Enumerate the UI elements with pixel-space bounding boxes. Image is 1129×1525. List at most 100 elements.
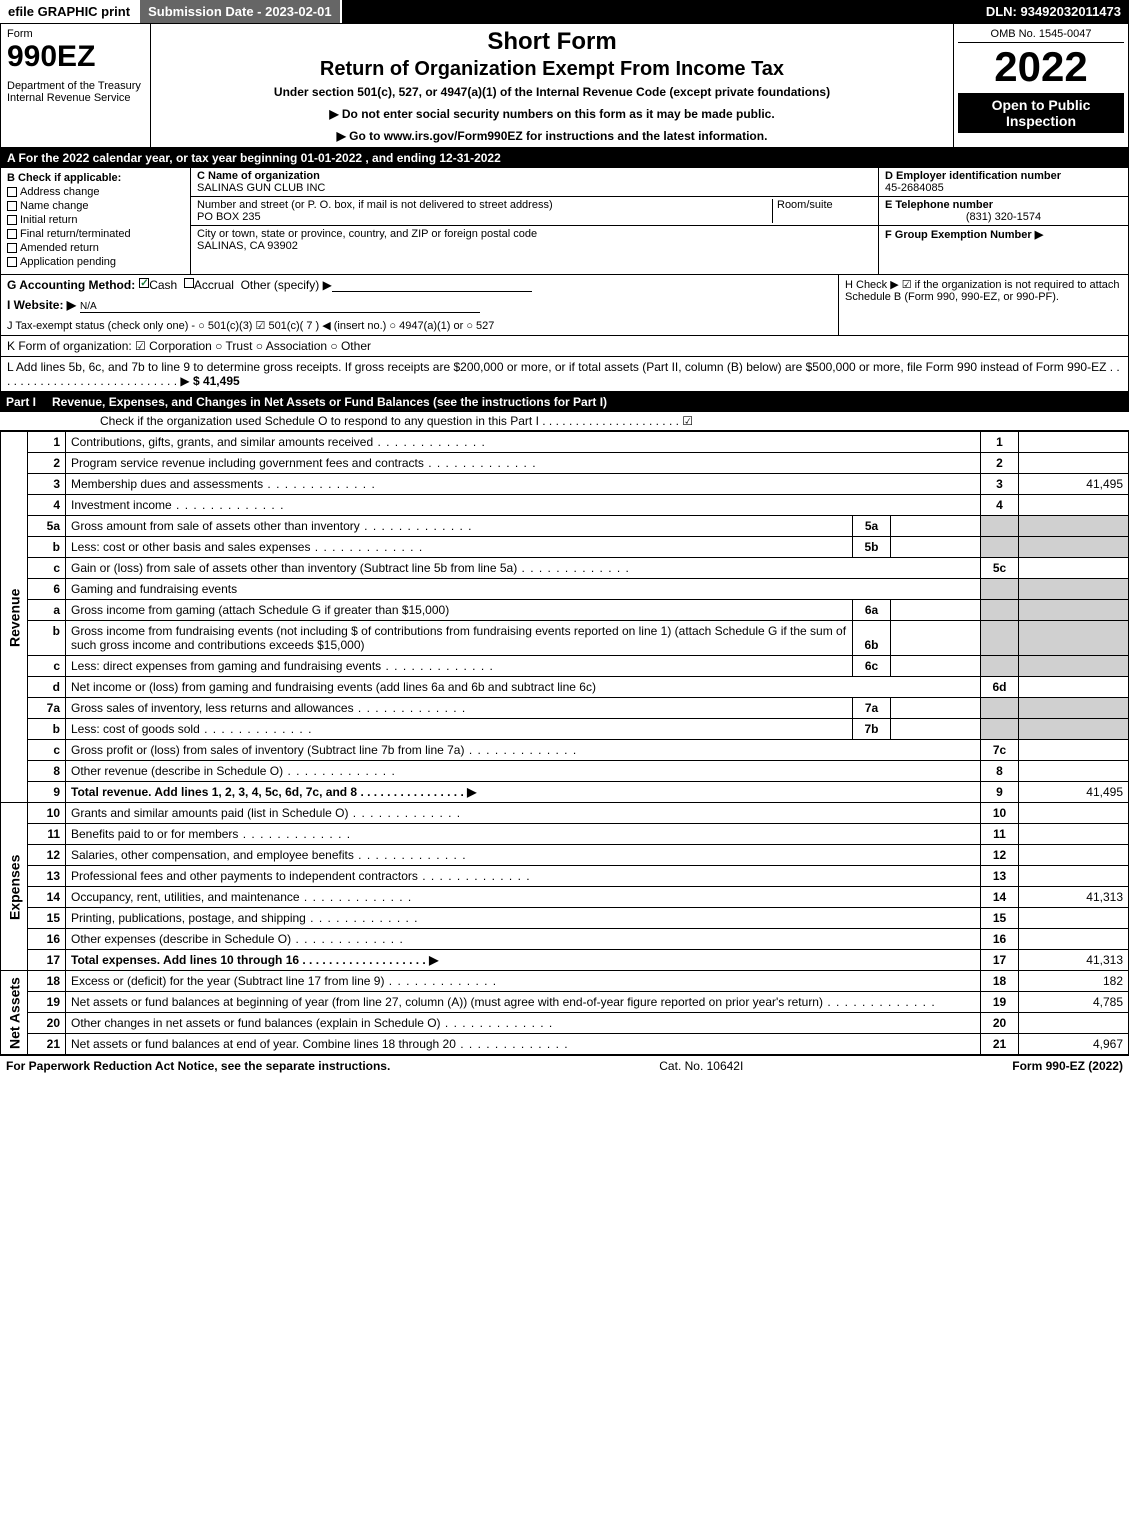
line11-desc: Benefits paid to or for members (66, 824, 981, 845)
line13-desc: Professional fees and other payments to … (66, 866, 981, 887)
tax-year: 2022 (958, 43, 1124, 91)
line7a-mv (891, 698, 981, 719)
line14-rv: 41,313 (1019, 887, 1129, 908)
website-value: N/A (80, 301, 97, 312)
city-label: City or town, state or province, country… (197, 228, 537, 240)
lineno-2: 2 (28, 453, 66, 474)
line17-rn: 17 (981, 950, 1019, 971)
tel-label: E Telephone number (885, 199, 993, 211)
line11-rn: 11 (981, 824, 1019, 845)
line12-rn: 12 (981, 845, 1019, 866)
lineno-6b: b (28, 621, 66, 656)
footer-right: Form 990-EZ (2022) (1012, 1059, 1123, 1073)
city-value: SALINAS, CA 93902 (197, 240, 298, 252)
topbar: efile GRAPHIC print Submission Date - 20… (0, 0, 1129, 23)
row-a-tax-year: A For the 2022 calendar year, or tax yea… (0, 148, 1129, 168)
line4-desc: Investment income (66, 495, 981, 516)
lineno-3: 3 (28, 474, 66, 495)
gross-receipts-amount: $ 41,495 (193, 374, 240, 388)
lineno-7a: 7a (28, 698, 66, 719)
header-left: Form 990EZ Department of the Treasury In… (1, 24, 151, 147)
line7b-mn: 7b (853, 719, 891, 740)
lineno-17: 17 (28, 950, 66, 971)
line1-rn: 1 (981, 432, 1019, 453)
lineno-16: 16 (28, 929, 66, 950)
line8-rv (1019, 761, 1129, 782)
line9-desc: Total revenue. Add lines 1, 2, 3, 4, 5c,… (66, 782, 981, 803)
line10-rv (1019, 803, 1129, 824)
group-exempt-label: F Group Exemption Number ▶ (885, 229, 1043, 241)
chk-initial-return: Initial return (7, 214, 184, 226)
line16-rn: 16 (981, 929, 1019, 950)
part1-schedule-o-check: Check if the organization used Schedule … (0, 412, 1129, 431)
main-title: Return of Organization Exempt From Incom… (161, 58, 943, 81)
line6c-mn: 6c (853, 656, 891, 677)
line6c-mv (891, 656, 981, 677)
line18-desc: Excess or (deficit) for the year (Subtra… (66, 971, 981, 992)
row-j-tax-exempt: J Tax-exempt status (check only one) - ○… (1, 316, 838, 335)
line9-rv: 41,495 (1019, 782, 1129, 803)
lineno-15: 15 (28, 908, 66, 929)
lineno-7c: c (28, 740, 66, 761)
addr-label: Number and street (or P. O. box, if mail… (197, 199, 553, 211)
page-footer: For Paperwork Reduction Act Notice, see … (0, 1055, 1129, 1076)
line5c-desc: Gain or (loss) from sale of assets other… (66, 558, 981, 579)
line5a-mn: 5a (853, 516, 891, 537)
part1-header: Part I Revenue, Expenses, and Changes in… (0, 392, 1129, 412)
line5c-rv (1019, 558, 1129, 579)
line20-rv (1019, 1013, 1129, 1034)
line11-rv (1019, 824, 1129, 845)
lineno-6a: a (28, 600, 66, 621)
lineno-8: 8 (28, 761, 66, 782)
ein-label: D Employer identification number (885, 170, 1061, 182)
line20-desc: Other changes in net assets or fund bala… (66, 1013, 981, 1034)
lineno-10: 10 (28, 803, 66, 824)
line7b-mv (891, 719, 981, 740)
line6d-rn: 6d (981, 677, 1019, 698)
omb-number: OMB No. 1545-0047 (958, 28, 1124, 43)
line16-rv (1019, 929, 1129, 950)
line6b-desc: Gross income from fundraising events (no… (66, 621, 853, 656)
line1-rv (1019, 432, 1129, 453)
line7c-desc: Gross profit or (loss) from sales of inv… (66, 740, 981, 761)
line9-rn: 9 (981, 782, 1019, 803)
line19-rv: 4,785 (1019, 992, 1129, 1013)
line1-desc: Contributions, gifts, grants, and simila… (66, 432, 981, 453)
line3-rv: 41,495 (1019, 474, 1129, 495)
org-city-box: City or town, state or province, country… (191, 226, 878, 254)
line7b-desc: Less: cost of goods sold (66, 719, 853, 740)
line6a-mv (891, 600, 981, 621)
row-g-accounting: G Accounting Method: Cash Accrual Other … (1, 275, 838, 295)
line15-desc: Printing, publications, postage, and shi… (66, 908, 981, 929)
form-header: Form 990EZ Department of the Treasury In… (0, 23, 1129, 148)
line6b-mn: 6b (853, 621, 891, 656)
line6d-rv (1019, 677, 1129, 698)
lineno-13: 13 (28, 866, 66, 887)
line21-desc: Net assets or fund balances at end of ye… (66, 1034, 981, 1055)
lineno-1: 1 (28, 432, 66, 453)
netassets-sidelabel: Net Assets (1, 971, 28, 1055)
header-right: OMB No. 1545-0047 2022 Open to Public In… (953, 24, 1128, 147)
line4-rn: 4 (981, 495, 1019, 516)
line7c-rv (1019, 740, 1129, 761)
footer-mid: Cat. No. 10642I (659, 1059, 743, 1073)
form-number: 990EZ (7, 40, 144, 74)
part1-label: Part I (6, 395, 36, 409)
line18-rn: 18 (981, 971, 1019, 992)
line5a-shade-rv (1019, 516, 1129, 537)
lineno-4: 4 (28, 495, 66, 516)
line6c-desc: Less: direct expenses from gaming and fu… (66, 656, 853, 677)
lineno-14: 14 (28, 887, 66, 908)
line5b-mn: 5b (853, 537, 891, 558)
col-b-checkboxes: B Check if applicable: Address change Na… (1, 168, 191, 274)
org-name-value: SALINAS GUN CLUB INC (197, 182, 325, 194)
subtitle: Under section 501(c), 527, or 4947(a)(1)… (161, 85, 943, 99)
row-i-website: I Website: ▶ N/A (1, 295, 838, 316)
ein-value: 45-2684085 (885, 182, 944, 194)
lineno-20: 20 (28, 1013, 66, 1034)
row-l-gross-receipts: L Add lines 5b, 6c, and 7b to line 9 to … (0, 357, 1129, 392)
line2-desc: Program service revenue including govern… (66, 453, 981, 474)
line4-rv (1019, 495, 1129, 516)
note-goto: ▶ Go to www.irs.gov/Form990EZ for instru… (161, 129, 943, 143)
line7a-mn: 7a (853, 698, 891, 719)
